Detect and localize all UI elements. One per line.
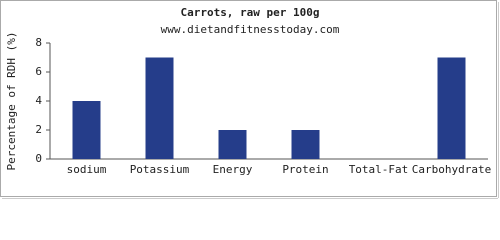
chart-title: Carrots, raw per 100g <box>180 6 319 19</box>
y-axis-label: Percentage of RDH (%) <box>5 31 18 170</box>
y-tick-label: 2 <box>35 123 42 136</box>
bar <box>72 101 101 159</box>
y-tick-label: 0 <box>35 152 42 165</box>
bar <box>291 130 320 159</box>
bar <box>218 130 247 159</box>
x-tick-label: Protein <box>282 163 328 176</box>
y-tick-label: 4 <box>35 94 42 107</box>
x-tick-label: sodium <box>67 163 107 176</box>
x-tick-label: Total-Fat <box>349 163 409 176</box>
x-tick-label: Carbohydrate <box>412 163 491 176</box>
bar <box>437 57 466 159</box>
frame <box>0 0 497 197</box>
chart: Carrots, raw per 100g www.dietandfitness… <box>0 0 499 199</box>
y-tick-label: 8 <box>35 36 42 49</box>
chart-subtitle: www.dietandfitnesstoday.com <box>161 23 340 36</box>
x-tick-label: Potassium <box>130 163 190 176</box>
x-tick-label: Energy <box>213 163 253 176</box>
y-tick-label: 6 <box>35 65 42 78</box>
bar <box>145 57 174 159</box>
